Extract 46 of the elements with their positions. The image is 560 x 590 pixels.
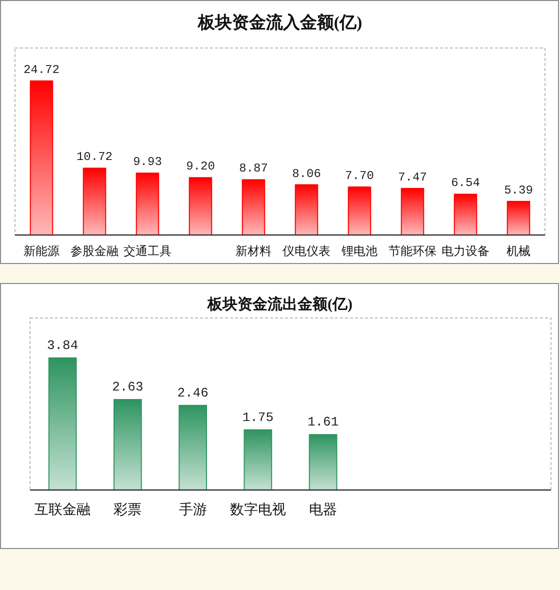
bar xyxy=(136,172,160,236)
bar xyxy=(242,179,266,236)
data-label: 8.87 xyxy=(239,162,268,176)
bar xyxy=(348,186,372,236)
chart-title: 板块资金流出金额(亿) xyxy=(206,295,352,313)
data-label: 5.39 xyxy=(504,183,533,198)
data-label: 2.46 xyxy=(177,385,208,400)
bar xyxy=(400,188,424,236)
data-label: 2.63 xyxy=(112,380,144,395)
x-tick-label: 彩票 xyxy=(114,501,142,517)
x-tick-label: 锂电池 xyxy=(340,244,378,258)
x-tick-label: 互联金融 xyxy=(34,501,91,517)
x-tick-label: 电力设备 xyxy=(442,244,490,258)
x-tick-label: 仪电仪表 xyxy=(282,244,330,258)
x-tick-label: 参股金融 xyxy=(70,244,118,258)
bar xyxy=(506,200,530,236)
x-tick-label: 电器 xyxy=(309,501,338,517)
data-label: 24.72 xyxy=(23,62,60,77)
bar xyxy=(188,177,212,236)
data-label: 6.54 xyxy=(451,176,480,190)
bar xyxy=(48,357,77,490)
x-tick-label: 新材料 xyxy=(236,244,272,258)
bar xyxy=(178,404,207,490)
data-label: 8.06 xyxy=(292,166,321,181)
bar xyxy=(294,184,318,236)
data-label: 9.93 xyxy=(133,155,162,170)
bar xyxy=(244,429,272,490)
x-tick-label: 手游 xyxy=(178,501,207,517)
bar xyxy=(454,194,478,236)
data-label: 1.75 xyxy=(242,410,274,425)
data-label: 1.61 xyxy=(307,414,339,430)
x-tick-label: 交通工具 xyxy=(124,244,172,258)
bar xyxy=(82,168,106,236)
chart-title: 板块资金流入金额(亿) xyxy=(196,13,362,32)
x-tick-label: 机械 xyxy=(506,244,530,258)
bar xyxy=(114,399,142,490)
data-label: 10.72 xyxy=(76,150,113,164)
bar xyxy=(308,434,338,490)
x-tick-label: 节能环保 xyxy=(388,244,436,258)
x-tick-label: 新能源 xyxy=(24,244,60,258)
data-label: 9.20 xyxy=(186,160,215,174)
bar xyxy=(30,80,54,236)
data-label: 3.84 xyxy=(46,338,78,353)
x-tick-label: 数字电视 xyxy=(230,501,286,517)
data-label: 7.47 xyxy=(398,170,427,184)
data-label: 7.70 xyxy=(345,169,374,184)
